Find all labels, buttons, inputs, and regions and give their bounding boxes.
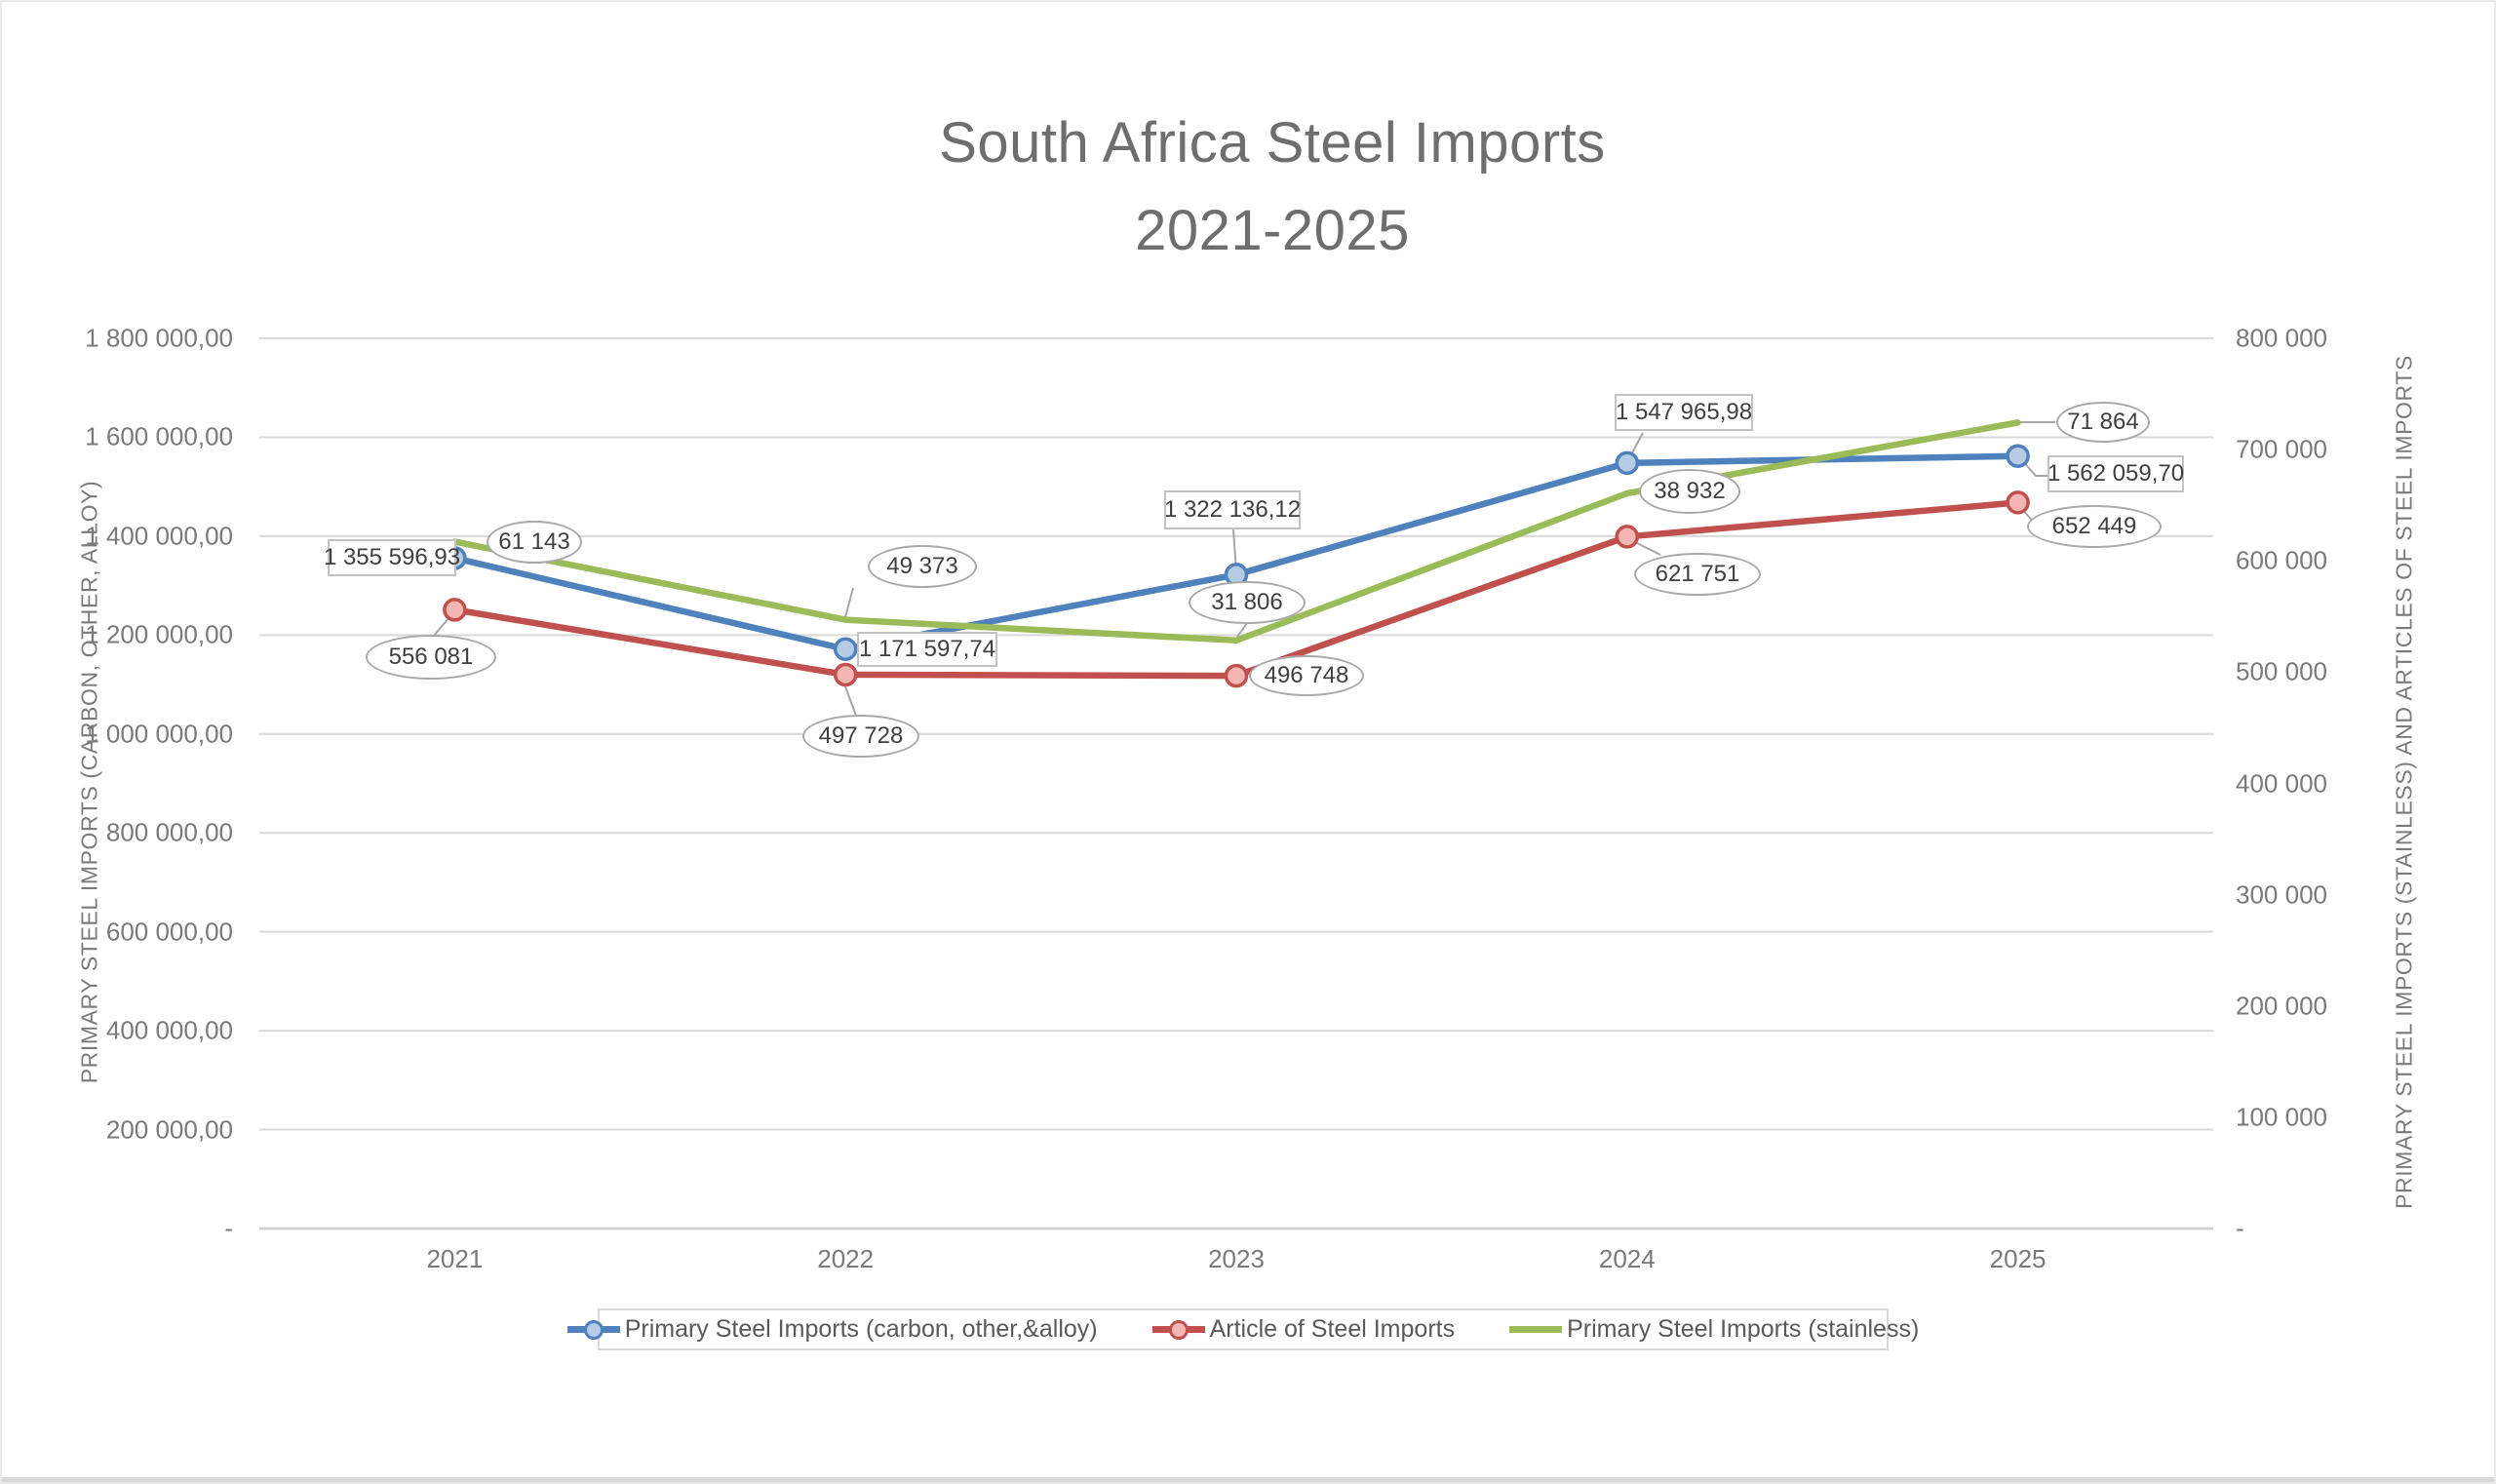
right-axis-tick: -	[2236, 1213, 2244, 1243]
data-label-callout: 1 355 596,93	[324, 539, 460, 576]
legend-label: Primary Steel Imports (stainless)	[1567, 1315, 1920, 1343]
right-axis-tick: 200 000	[2236, 991, 2327, 1021]
right-axis-tick: 400 000	[2236, 768, 2327, 798]
data-label-callout: 31 806	[1189, 581, 1306, 624]
callout-leader-line	[1236, 622, 1248, 638]
legend-marker-blue-icon	[583, 1319, 604, 1340]
data-label-callout: 61 143	[487, 521, 582, 564]
x-axis-label: 2022	[817, 1244, 875, 1273]
right-axis-tick: 300 000	[2236, 879, 2327, 910]
chart-title: South Africa Steel Imports 2021-2025	[51, 99, 2494, 275]
data-point-marker	[1224, 663, 1249, 688]
legend-item-article: Article of Steel Imports	[1151, 1315, 1456, 1344]
data-point-marker	[2006, 490, 2030, 515]
legend-line-green-icon	[1509, 1326, 1563, 1333]
left-axis-tick: -	[224, 1213, 233, 1243]
legend: Primary Steel Imports (carbon, other,&al…	[566, 1308, 1919, 1350]
right-axis-tick: 700 000	[2236, 434, 2327, 464]
legend-marker-red-icon	[1168, 1319, 1189, 1340]
right-axis-tick: 600 000	[2236, 545, 2327, 575]
left-axis-tick: 1 200 000,00	[85, 619, 233, 649]
left-axis-tick: 400 000,00	[105, 1015, 233, 1045]
data-label-callout: 1 322 136,12	[1164, 490, 1301, 529]
data-label-callout: 49 373	[868, 545, 977, 588]
data-point-marker	[443, 598, 467, 622]
left-axis-tick: 600 000,00	[105, 917, 233, 947]
data-point-marker	[833, 637, 858, 661]
data-point-marker	[1615, 450, 1640, 476]
right-axis-tick: 800 000	[2236, 323, 2327, 353]
x-axis-label: 2021	[426, 1244, 484, 1273]
right-axis-tick: 100 000	[2236, 1102, 2327, 1132]
x-axis-label: 2025	[1989, 1244, 2047, 1273]
left-axis-tick: 1 000 000,00	[85, 719, 233, 749]
data-label-callout: 38 932	[1639, 469, 1740, 514]
data-label-callout: 1 171 597,74	[857, 632, 997, 667]
chart-title-line1: South Africa Steel Imports	[939, 111, 1606, 175]
window-bottom-border	[2, 1477, 2494, 1482]
chart-title-line2: 2021-2025	[1135, 199, 1410, 262]
callout-leader-line	[844, 587, 854, 618]
data-point-marker	[2006, 444, 2030, 468]
left-axis-tick: 800 000,00	[105, 817, 233, 847]
x-axis-label: 2023	[1208, 1244, 1265, 1273]
legend-item-primary-stainless: Primary Steel Imports (stainless)	[1509, 1315, 1919, 1344]
data-label-callout: 1 547 965,98	[1615, 394, 1753, 431]
series-line-green	[451, 419, 2021, 644]
data-label-callout: 1 562 059,70	[2048, 455, 2184, 492]
legend-line-blue-icon	[566, 1319, 620, 1340]
left-axis-tick: 1 400 000,00	[85, 521, 233, 551]
data-label-callout: 497 728	[802, 715, 919, 758]
data-point-marker	[1615, 525, 1640, 549]
x-axis-label: 2024	[1598, 1244, 1656, 1273]
data-label-callout: 496 748	[1249, 655, 1364, 696]
left-axis-tick: 1 600 000,00	[85, 421, 233, 451]
left-axis-tick: 200 000,00	[105, 1114, 233, 1145]
left-axis-tick: 1 800 000,00	[85, 323, 233, 353]
data-label-callout: 621 751	[1634, 553, 1761, 596]
data-label-callout: 652 449	[2027, 505, 2162, 548]
legend-line-red-icon	[1151, 1319, 1205, 1340]
legend-item-primary-carbon: Primary Steel Imports (carbon, other,&al…	[566, 1315, 1098, 1344]
data-label-callout: 71 864	[2056, 402, 2150, 443]
legend-label: Primary Steel Imports (carbon, other,&al…	[624, 1315, 1098, 1343]
data-label-callout: 556 081	[366, 635, 496, 680]
right-axis-tick: 500 000	[2236, 656, 2327, 686]
data-point-marker	[833, 662, 858, 687]
legend-label: Article of Steel Imports	[1209, 1315, 1456, 1343]
